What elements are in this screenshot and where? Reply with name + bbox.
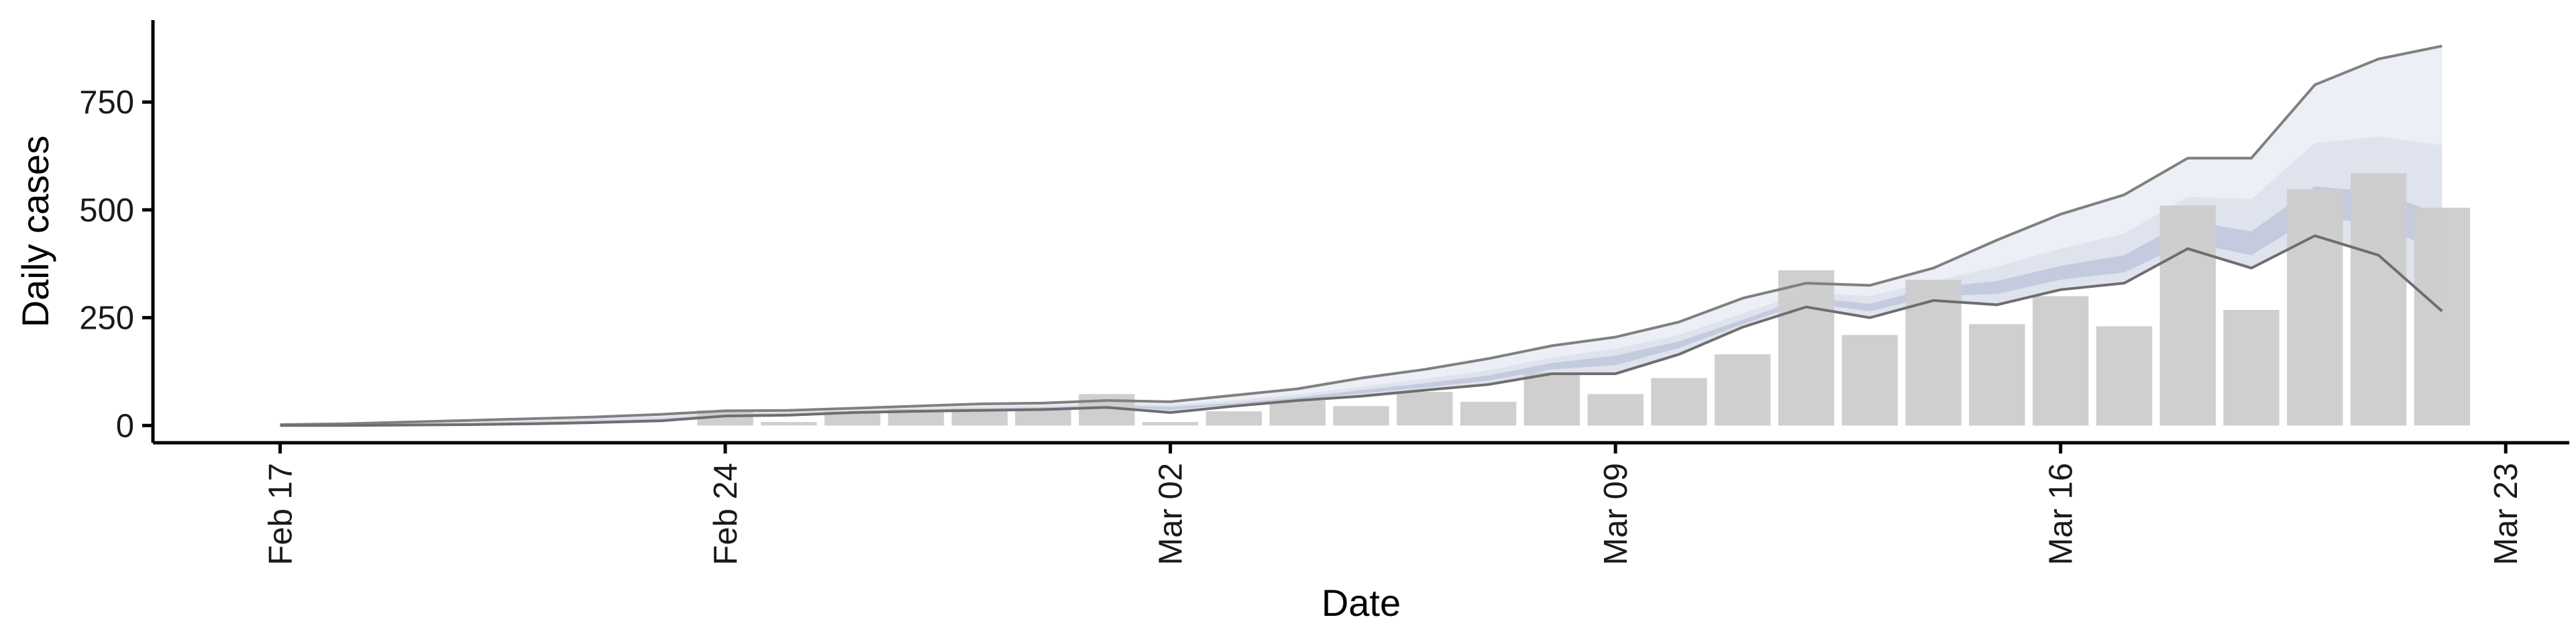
bar [697,410,753,426]
bar [2414,207,2471,426]
bar [824,411,881,426]
y-tick-label: 500 [79,193,134,229]
bar [1460,401,1517,426]
bar [1205,411,1263,426]
y-tick-label: 750 [79,85,134,121]
bar [1841,335,1898,426]
x-tick-label: Mar 02 [1153,463,1189,566]
y-tick-label: 0 [116,408,134,444]
bar [1269,400,1326,426]
bar [1778,270,1835,426]
y-tick-label: 250 [79,301,134,337]
bar [1905,280,1962,426]
bar [2096,326,2153,426]
bar [2287,189,2343,426]
bound-lines [280,44,2443,427]
bar [1651,378,1707,426]
axes: 0 250 500 750 Feb 17 Feb 24 Mar 02 Mar 09 Mar 16… [79,20,2569,566]
bar [2159,205,2216,426]
bar [1142,422,1199,426]
bar [1397,392,1453,426]
bar [1523,372,1580,426]
x-tick-label: Feb 17 [263,463,299,566]
x-tick-label: Mar 16 [2043,463,2080,566]
x-tick-label: Feb 24 [708,463,744,566]
bar [1333,406,1389,426]
y-axis-title: Daily cases [14,136,56,327]
bar [1969,324,2025,426]
bar [1715,354,1771,426]
bar [1587,394,1644,426]
lower-bound-line [280,234,2443,427]
bars [697,173,2471,426]
bar [2350,173,2407,426]
bar [761,422,817,426]
upper-bound-line [280,44,2443,426]
x-tick-label: Mar 23 [2488,463,2524,566]
bar [2223,310,2279,426]
x-tick-label: Mar 09 [1598,463,1634,566]
bar [2033,296,2089,426]
x-axis-title: Date [1322,582,1401,624]
